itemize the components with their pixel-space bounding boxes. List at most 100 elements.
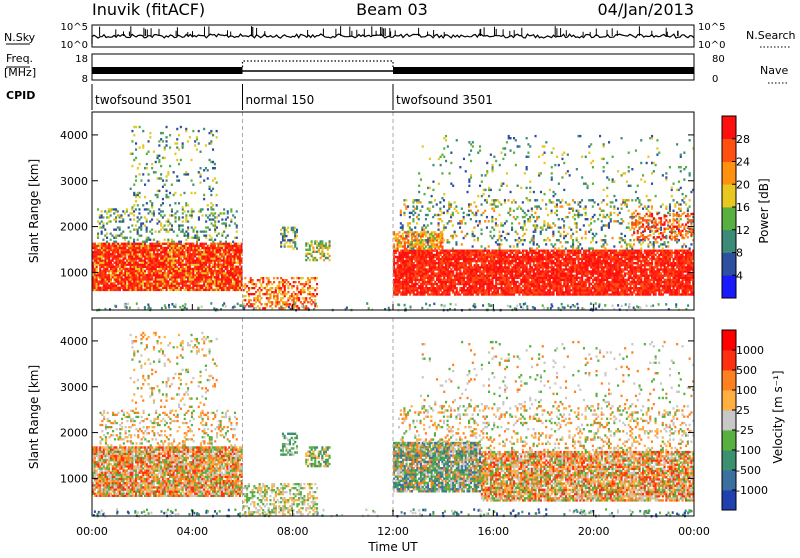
power-cell — [522, 281, 524, 283]
power-cell — [178, 179, 180, 181]
power-cell — [413, 277, 415, 279]
power-cell — [318, 249, 320, 251]
power-cell — [574, 250, 576, 252]
power-cell — [266, 291, 268, 293]
power-cell — [561, 277, 563, 279]
power-cell — [180, 231, 182, 233]
power-cell — [226, 287, 228, 289]
power-cell — [569, 275, 571, 277]
power-cell — [142, 276, 144, 278]
power-cell — [504, 260, 506, 262]
power-cell — [140, 224, 142, 226]
power-cell — [205, 266, 207, 268]
power-cell — [234, 237, 236, 239]
power-cell — [495, 277, 497, 279]
power-cell — [585, 250, 587, 252]
power-cell — [450, 281, 452, 283]
power-cell — [221, 222, 223, 224]
power-cell — [269, 281, 271, 283]
power-cell — [286, 303, 288, 305]
power-cell — [158, 144, 160, 146]
power-cell — [309, 293, 311, 295]
power-cell — [407, 256, 409, 258]
power-cell — [173, 268, 175, 270]
power-cell — [583, 256, 585, 258]
power-cell — [133, 272, 135, 274]
power-cell — [443, 272, 445, 274]
power-cell — [182, 285, 184, 287]
power-cell — [572, 289, 574, 291]
power-cell — [144, 259, 146, 261]
power-cell — [309, 249, 311, 251]
power-cell — [202, 208, 204, 210]
power-cell — [108, 210, 110, 212]
power-cell — [316, 251, 318, 253]
power-cell — [588, 277, 590, 279]
power-cell — [470, 262, 472, 264]
power-cell — [407, 287, 409, 289]
power-cell — [185, 255, 187, 257]
power-cell — [529, 272, 531, 274]
power-cell — [407, 260, 409, 262]
power-cell — [475, 279, 477, 281]
power-cell — [551, 264, 553, 266]
power-cell — [228, 266, 230, 268]
power-cell — [470, 275, 472, 277]
power-cell — [527, 289, 529, 291]
power-cell — [572, 266, 574, 268]
power-cell — [106, 270, 108, 272]
power-cell — [180, 282, 182, 284]
power-cell — [432, 266, 434, 268]
power-cell — [587, 281, 589, 283]
power-cell — [221, 235, 223, 237]
power-cell — [180, 159, 182, 161]
power-cell — [486, 289, 488, 291]
power-cell — [135, 289, 137, 291]
power-cell — [445, 250, 447, 252]
power-cell — [236, 210, 238, 212]
power-cell — [227, 216, 229, 218]
power-cell — [119, 272, 121, 274]
power-cell — [135, 194, 137, 196]
power-cell — [148, 247, 150, 249]
power-cell — [467, 262, 469, 264]
power-cell — [166, 268, 168, 270]
power-cell — [115, 243, 117, 245]
power-cell — [219, 249, 221, 251]
power-cell — [549, 260, 551, 262]
power-cell — [149, 132, 151, 134]
power-cell — [547, 264, 549, 266]
power-cell — [207, 249, 209, 251]
power-cell — [162, 157, 164, 159]
power-cell — [126, 262, 128, 264]
power-cell — [422, 285, 424, 287]
power-cell — [474, 254, 476, 256]
power-cell — [300, 291, 302, 293]
power-cell — [475, 254, 477, 256]
power-cell — [130, 266, 132, 268]
power-cell — [180, 247, 182, 249]
power-cell — [477, 266, 479, 268]
power-cell — [536, 287, 538, 289]
power-cell — [542, 272, 544, 274]
power-cell — [108, 245, 110, 247]
power-cell — [105, 285, 107, 287]
power-cell — [119, 253, 121, 255]
power-cell — [235, 249, 237, 251]
power-cell — [510, 262, 512, 264]
power-cell — [94, 253, 96, 255]
power-cell — [133, 229, 135, 231]
power-cell — [158, 249, 160, 251]
power-cell — [151, 282, 153, 284]
power-cell — [569, 272, 571, 274]
power-cell — [407, 262, 409, 264]
power-cell — [234, 245, 236, 247]
power-cell — [183, 272, 185, 274]
power-cell — [407, 277, 409, 279]
power-cell — [203, 179, 205, 181]
power-cell — [312, 247, 314, 249]
power-cell — [492, 285, 494, 287]
power-cell — [210, 142, 212, 144]
power-cell — [499, 260, 501, 262]
power-cell — [415, 272, 417, 274]
